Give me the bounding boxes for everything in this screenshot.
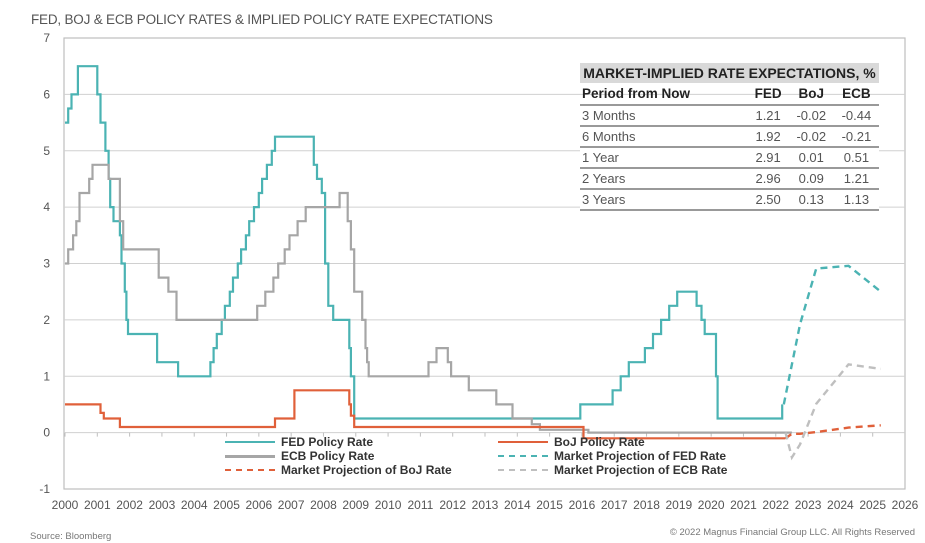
copyright-note: © 2022 Magnus Financial Group LLC. All R… (669, 527, 915, 538)
legend-label: BoJ Policy Rate (554, 435, 645, 449)
x-tick-label: 2010 (375, 498, 402, 512)
col-boj: BoJ (788, 83, 834, 106)
x-tick-label: 2006 (245, 498, 272, 512)
table-header-row: Period from Now FED BoJ ECB (580, 83, 879, 106)
legend-item-fed-proj: Market Projection of FED Rate (498, 449, 727, 463)
legend-swatch (498, 441, 548, 443)
cell: 1.21 (747, 105, 789, 127)
y-tick-label: 5 (43, 144, 50, 158)
x-tick-label: 2009 (342, 498, 369, 512)
x-tick-label: 2020 (698, 498, 725, 512)
col-fed: FED (747, 83, 789, 106)
cell: 0.51 (833, 147, 879, 169)
cell: 0.13 (788, 189, 834, 211)
x-tick-label: 2012 (439, 498, 466, 512)
y-tick-label: 1 (43, 369, 50, 383)
cell: -0.02 (788, 126, 834, 148)
cell: 2.91 (747, 147, 789, 169)
x-tick-label: 2016 (569, 498, 596, 512)
col-ecb: ECB (833, 83, 879, 106)
x-tick-label: 2013 (472, 498, 499, 512)
y-tick-label: 3 (43, 257, 50, 271)
source-note: Source: Bloomberg (30, 531, 112, 542)
legend-label: Market Projection of FED Rate (554, 449, 727, 463)
x-tick-label: 2019 (665, 498, 692, 512)
series-boj-policy-rate (65, 389, 786, 440)
x-tick-label: 2002 (116, 498, 143, 512)
legend-label: Market Projection of ECB Rate (554, 463, 728, 477)
legend-item-ecb-proj: Market Projection of ECB Rate (498, 463, 727, 477)
x-tick-label: 2003 (149, 498, 176, 512)
x-tick-label: 2022 (762, 498, 789, 512)
x-tick-label: 2021 (730, 498, 757, 512)
legend-item-boj-proj: Market Projection of BoJ Rate (225, 463, 452, 477)
table-row: 6 Months 1.92 -0.02 -0.21 (580, 126, 879, 148)
table-row: 2 Years 2.96 0.09 1.21 (580, 168, 879, 190)
cell: 1 Year (580, 147, 748, 169)
legend-item-ecb: ECB Policy Rate (225, 449, 452, 463)
cell: 1.92 (747, 126, 789, 148)
x-tick-label: 2011 (407, 498, 433, 512)
y-tick-label: -1 (39, 482, 50, 496)
y-tick-label: 6 (43, 87, 50, 101)
legend-left: FED Policy Rate ECB Policy Rate Market P… (225, 435, 452, 477)
cell: 0.01 (788, 147, 834, 169)
x-tick-label: 2024 (827, 498, 854, 512)
series-ecb-policy-rate (65, 163, 792, 434)
expectations-table: MARKET-IMPLIED RATE EXPECTATIONS, % Peri… (580, 63, 879, 211)
legend-right: BoJ Policy Rate Market Projection of FED… (498, 435, 727, 477)
cell: 0.09 (788, 168, 834, 190)
x-tick-label: 2005 (213, 498, 240, 512)
y-tick-label: 2 (43, 313, 50, 327)
series-market-projection-of-ecb-rate (784, 363, 881, 461)
table-row: 3 Years 2.50 0.13 1.13 (580, 189, 879, 211)
chart-title: FED, BOJ & ECB POLICY RATES & IMPLIED PO… (31, 12, 493, 27)
cell: 3 Months (580, 105, 748, 127)
legend-item-fed: FED Policy Rate (225, 435, 452, 449)
legend-label: FED Policy Rate (281, 435, 374, 449)
x-tick-label: 2015 (536, 498, 563, 512)
series-market-projection-of-boj-rate (784, 424, 881, 440)
x-tick-label: 2017 (601, 498, 628, 512)
cell: 2.96 (747, 168, 789, 190)
x-tick-label: 2001 (84, 498, 111, 512)
legend-label: Market Projection of BoJ Rate (281, 463, 452, 477)
legend-label: ECB Policy Rate (281, 449, 375, 463)
legend-swatch (225, 469, 275, 471)
x-tick-label: 2000 (52, 498, 79, 512)
cell: 2 Years (580, 168, 748, 190)
cell: -0.02 (788, 105, 834, 127)
cell: -0.44 (833, 105, 879, 127)
cell: 3 Years (580, 189, 748, 211)
legend-item-boj: BoJ Policy Rate (498, 435, 727, 449)
y-tick-label: 7 (43, 31, 50, 45)
cell: 2.50 (747, 189, 789, 211)
x-tick-label: 2008 (310, 498, 337, 512)
table-row: 1 Year 2.91 0.01 0.51 (580, 147, 879, 169)
legend-swatch (225, 441, 275, 443)
x-tick-label: 2025 (859, 498, 886, 512)
series-market-projection-of-fed-rate (782, 264, 882, 405)
x-tick-label: 2004 (181, 498, 208, 512)
cell: 1.21 (833, 168, 879, 190)
legend-swatch (498, 469, 548, 471)
cell: 1.13 (833, 189, 879, 211)
table-row: 3 Months 1.21 -0.02 -0.44 (580, 105, 879, 127)
table-title: MARKET-IMPLIED RATE EXPECTATIONS, % (580, 63, 879, 83)
legend-swatch (225, 454, 275, 458)
x-tick-label: 2023 (795, 498, 822, 512)
x-tick-label: 2014 (504, 498, 531, 512)
cell: 6 Months (580, 126, 748, 148)
legend-swatch (498, 455, 548, 457)
y-tick-label: 4 (43, 200, 50, 214)
x-tick-label: 2018 (633, 498, 660, 512)
x-tick-label: 2026 (892, 498, 919, 512)
y-tick-label: 0 (43, 426, 50, 440)
col-period: Period from Now (580, 83, 748, 106)
x-tick-label: 2007 (278, 498, 305, 512)
cell: -0.21 (833, 126, 879, 148)
